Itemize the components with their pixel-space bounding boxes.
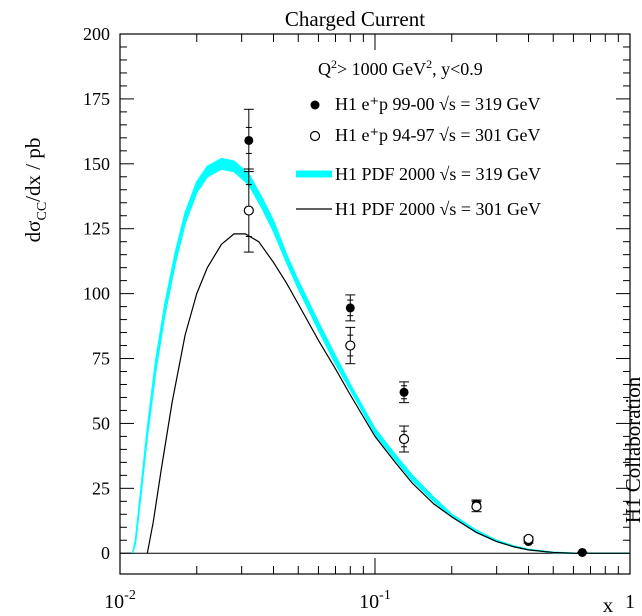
plot-area [119,33,631,575]
legend-label-2: H1 e⁺p 94-97 √s = 301 GeV [335,125,541,145]
legend-marker-open [309,130,321,142]
data-points [243,108,588,557]
data-point-filled [399,387,409,397]
y-tick-label: 75 [92,349,110,369]
legend-label-3: H1 PDF 2000 √s = 319 GeV [335,164,541,184]
chart-title: Charged Current [285,7,425,31]
x-axis-label: x [603,593,614,616]
y-tick-label: 0 [101,543,110,563]
legend-label-1: H1 e⁺p 99-00 √s = 319 GeV [335,94,541,114]
data-point-filled [577,547,587,557]
legend-marker-filled [310,100,320,110]
data-point-filled [345,303,355,313]
data-point-filled [244,135,254,145]
y-tick-label: 100 [83,284,110,304]
y-tick-label: 175 [83,89,110,109]
legend-header: Q2> 1000 GeV2, y<0.9 [318,57,483,79]
x-tick-label: 10-1 [359,588,391,613]
legend: Q2> 1000 GeV2, y<0.9 H1 e⁺p 99-00 √s = 3… [296,57,541,219]
x-axis: 10-2 10-1 1 [104,34,635,613]
legend-label-4: H1 PDF 2000 √s = 301 GeV [335,199,541,219]
y-tick-label: 50 [92,413,110,433]
pdf-line-301 [146,233,630,554]
y-axis-label: dσCC/dx / pb [21,138,50,243]
x-tick-label: 10-2 [104,588,136,613]
pdf-band-319 [131,157,630,554]
y-axis: 0 25 50 75 100 125 150 175 200 [83,24,630,563]
data-point-open [243,205,254,216]
plot-frame [119,33,631,575]
x-tick-label: 1 [625,591,635,613]
y-tick-label: 150 [83,154,110,174]
data-point-open [398,433,410,445]
theory-curves [131,157,630,554]
y-tick-label: 25 [92,478,110,498]
y-tick-label: 200 [83,24,110,44]
data-point-open [523,533,534,545]
y-tick-label: 125 [83,219,110,239]
data-point-open [345,340,356,351]
collaboration-label: H1 Collaboration [621,376,642,523]
data-point-open [471,501,482,512]
